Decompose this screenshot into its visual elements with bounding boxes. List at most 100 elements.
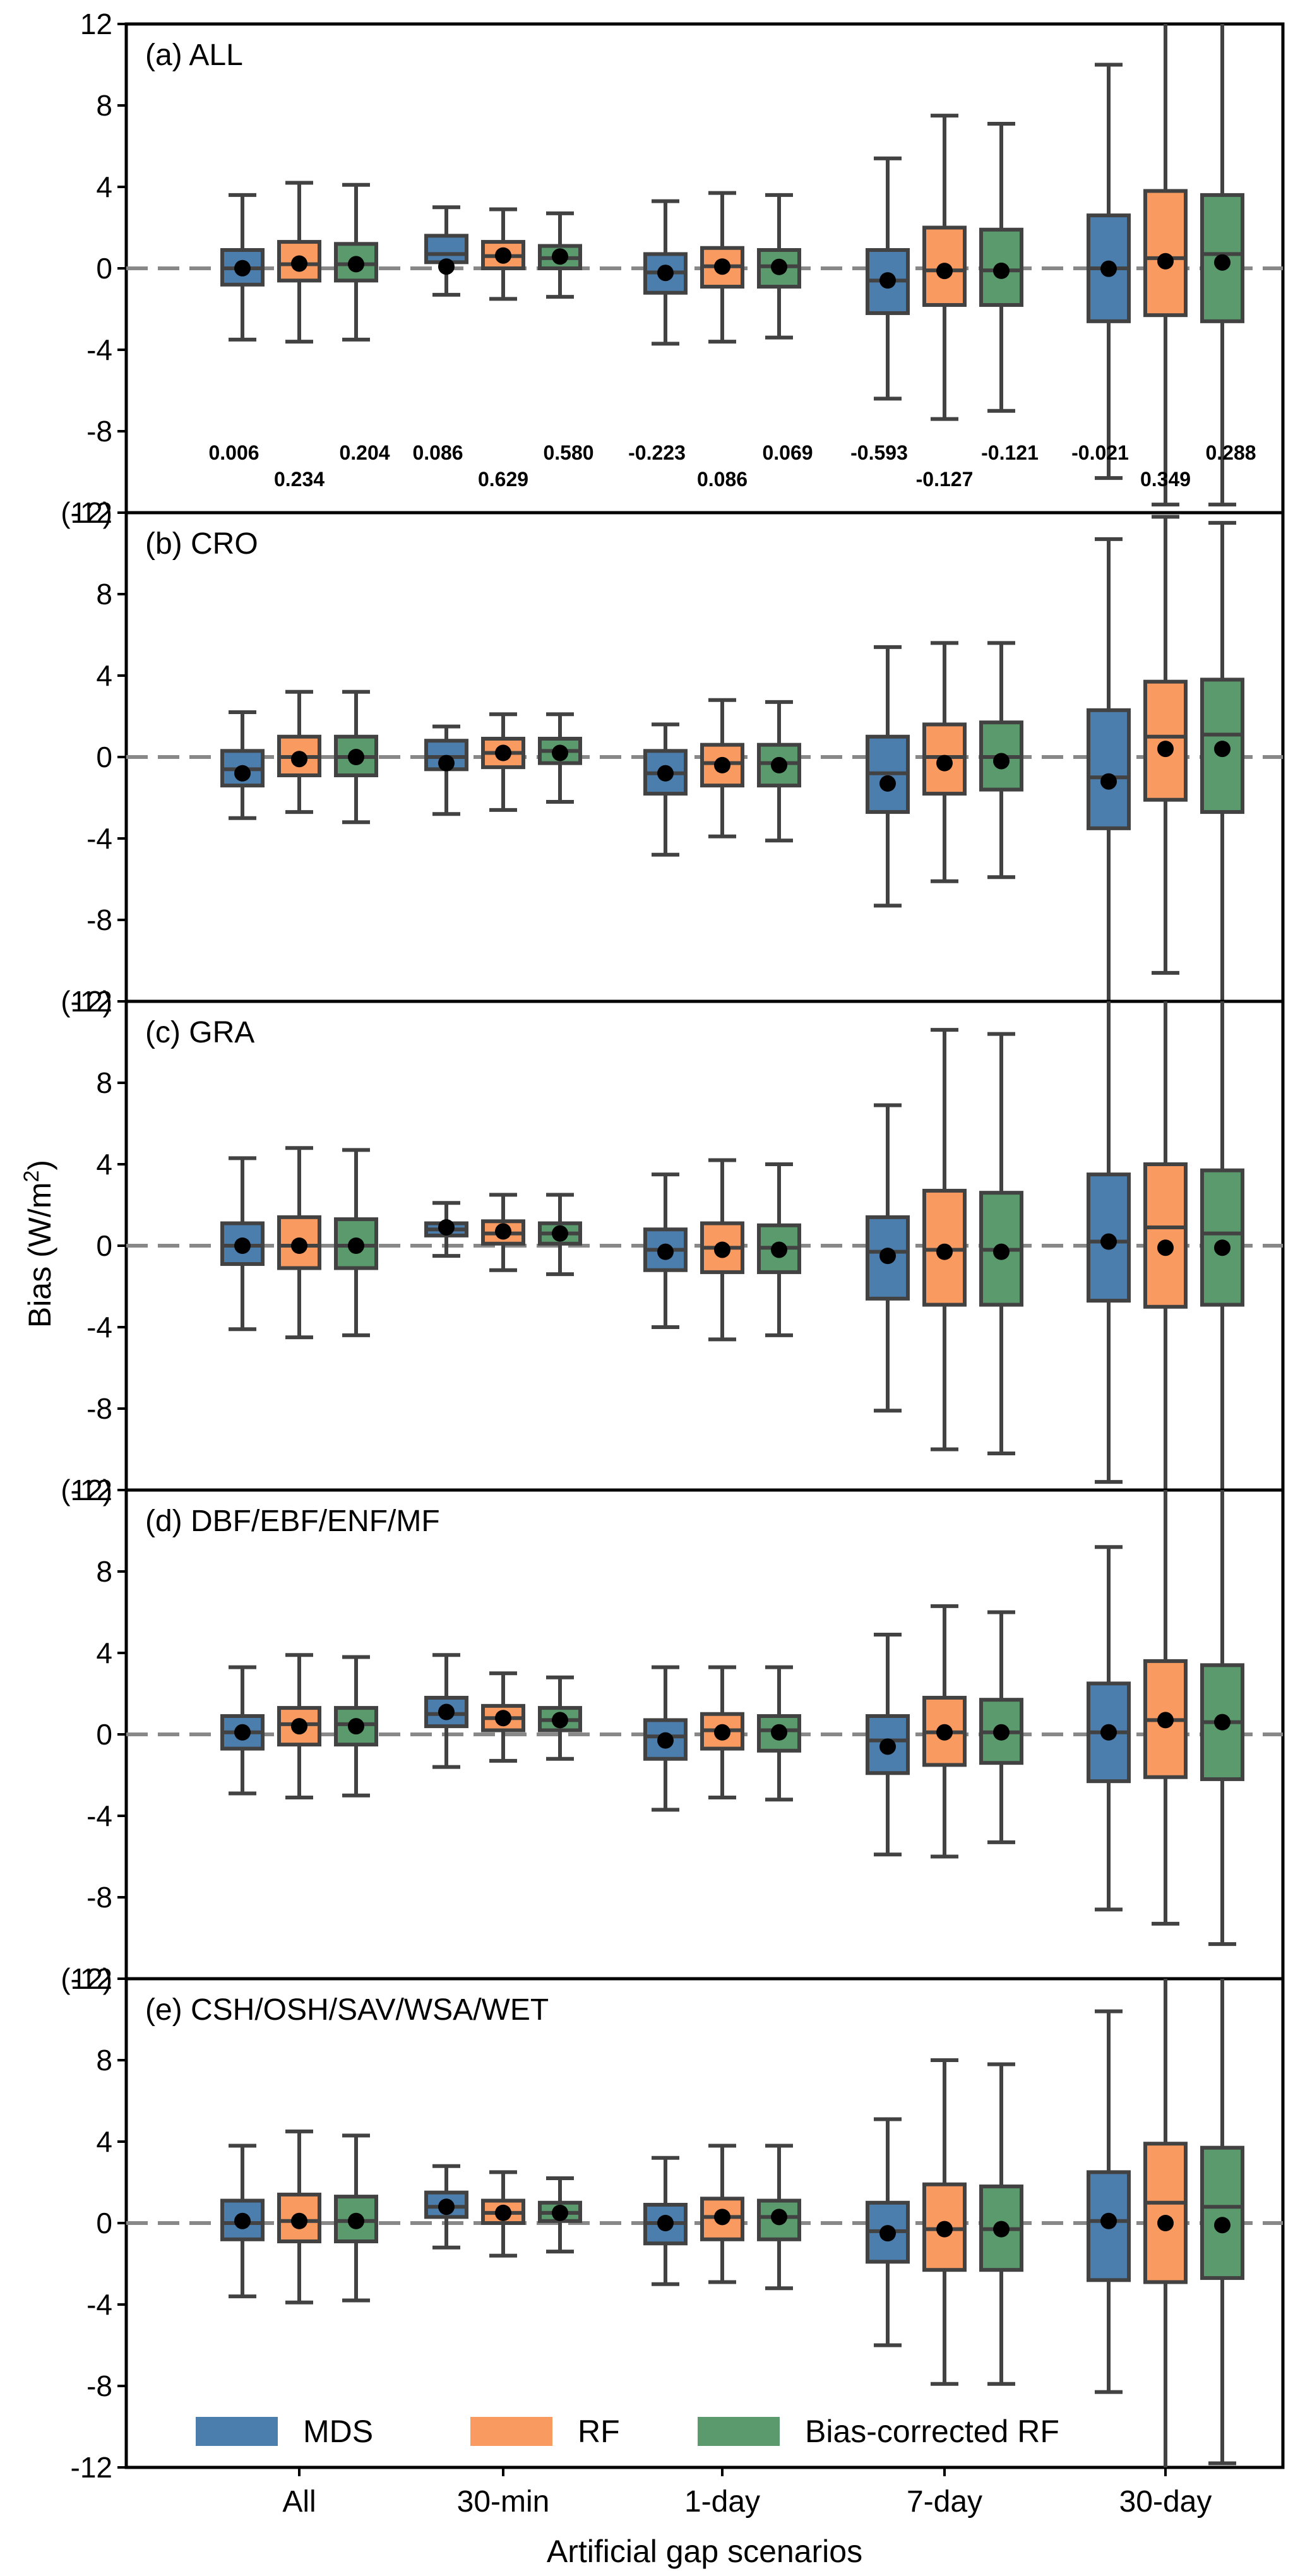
mean-marker-1-4-2 [1214, 741, 1231, 758]
y-tick-label-1-3: 0 [96, 741, 112, 773]
y-tick-label-3-6: (12) [61, 1474, 112, 1506]
mean-marker-0-2-1 [714, 258, 730, 275]
panel-title-4: (e) CSH/OSH/SAV/WSA/WET [145, 1993, 549, 2027]
y-tick-label-1-1: -8 [86, 903, 112, 936]
mean-marker-3-3-0 [879, 1738, 896, 1755]
y-tick-label-3-4: 4 [96, 1637, 112, 1669]
mean-marker-2-0-1 [291, 1237, 307, 1254]
mean-marker-1-1-1 [495, 744, 511, 761]
mean-marker-1-3-2 [993, 753, 1010, 770]
box-4-4-1 [1143, 2142, 1188, 2284]
mean-marker-1-3-1 [936, 754, 953, 772]
mean-label-0-2-2: 0.069 [762, 441, 813, 464]
box-2-3-0 [866, 1215, 910, 1301]
mean-marker-0-4-1 [1157, 253, 1174, 270]
y-tick-label-1-6: (12) [61, 496, 112, 529]
y-tick-label-0-0: -12 [71, 496, 112, 529]
y-tick-label-4-3: 0 [96, 2207, 112, 2239]
mean-marker-3-1-1 [495, 1710, 511, 1727]
mean-label-0-4-0: -0.021 [1071, 441, 1129, 464]
box-2-3-1 [922, 1188, 967, 1307]
y-tick-label-4-1: -8 [86, 2370, 112, 2402]
mean-marker-3-4-0 [1100, 1724, 1117, 1741]
mean-marker-0-2-0 [657, 265, 674, 282]
mean-marker-2-4-2 [1214, 1239, 1231, 1256]
y-tick-label-0-4: 4 [96, 170, 112, 203]
mean-marker-3-0-0 [234, 1724, 251, 1741]
mean-marker-0-2-2 [771, 258, 787, 275]
mean-marker-2-4-0 [1100, 1233, 1117, 1250]
mean-label-0-4-1: 0.349 [1140, 468, 1191, 491]
mean-marker-0-1-2 [552, 248, 568, 265]
x-tick-label-2: 1-day [684, 2485, 760, 2519]
mean-marker-0-0-2 [348, 256, 364, 273]
mean-marker-3-4-1 [1157, 1712, 1174, 1729]
mean-marker-1-1-2 [552, 744, 568, 761]
mean-marker-4-2-2 [771, 2209, 787, 2226]
mean-marker-0-0-1 [291, 255, 307, 272]
mean-marker-3-2-2 [771, 1724, 787, 1741]
mean-marker-4-1-1 [495, 2204, 511, 2221]
y-tick-label-4-2: -4 [86, 2288, 112, 2321]
mean-label-0-2-1: 0.086 [697, 468, 748, 491]
mean-marker-4-1-0 [438, 2198, 455, 2215]
y-tick-label-2-6: (12) [61, 985, 112, 1018]
x-tick-label-3: 7-day [907, 2485, 982, 2519]
mean-marker-3-0-2 [348, 1718, 364, 1735]
mean-marker-4-4-2 [1214, 2217, 1231, 2234]
mean-label-0-1-2: 0.580 [543, 441, 593, 464]
mean-marker-3-1-2 [552, 1712, 568, 1729]
mean-marker-4-3-0 [879, 2225, 896, 2242]
mean-marker-1-2-2 [771, 756, 787, 773]
mean-marker-2-3-0 [879, 1248, 896, 1265]
y-tick-label-2-1: -8 [86, 1392, 112, 1425]
mean-label-0-3-0: -0.593 [850, 441, 908, 464]
y-tick-label-3-3: 0 [96, 1718, 112, 1751]
mean-marker-2-4-1 [1157, 1239, 1174, 1256]
y-tick-label-0-3: 0 [96, 252, 112, 285]
mean-marker-2-1-1 [495, 1223, 511, 1240]
box-1-4-0 [1087, 708, 1131, 830]
panel-title-2: (c) GRA [145, 1016, 254, 1049]
y-tick-label-0-1: -8 [86, 415, 112, 448]
y-tick-label-0-5: 8 [96, 89, 112, 122]
x-axis-label: Artificial gap scenarios [547, 2534, 862, 2569]
mean-marker-3-3-1 [936, 1724, 953, 1741]
mean-marker-1-0-2 [348, 749, 364, 765]
y-axis-label-superscript: 2 [20, 1171, 44, 1183]
mean-marker-3-3-2 [993, 1724, 1010, 1741]
y-tick-label-1-0: -12 [71, 985, 112, 1018]
legend-swatch-2 [698, 2417, 780, 2446]
y-axis-label: Bias (W/m2) [20, 1160, 57, 1328]
mean-marker-4-2-0 [657, 2215, 674, 2231]
mean-marker-2-1-0 [438, 1219, 455, 1236]
mean-marker-4-2-1 [714, 2209, 730, 2226]
mean-marker-4-0-1 [291, 2212, 307, 2229]
mean-marker-4-3-1 [936, 2221, 953, 2238]
mean-marker-0-3-2 [993, 262, 1010, 279]
box-4-4-2 [1200, 2145, 1244, 2281]
mean-label-0-3-1: -0.127 [916, 468, 974, 491]
mean-label-0-0-1: 0.234 [274, 468, 325, 491]
mean-marker-4-0-0 [234, 2212, 251, 2229]
mean-marker-4-1-2 [552, 2204, 568, 2221]
mean-marker-0-3-1 [936, 263, 953, 280]
mean-marker-0-1-0 [438, 258, 455, 275]
mean-marker-4-0-2 [348, 2212, 364, 2229]
mean-marker-1-0-1 [291, 751, 307, 768]
y-tick-label-3-1: -8 [86, 1881, 112, 1914]
y-tick-label-3-2: -4 [86, 1799, 112, 1832]
y-tick-label-2-5: 8 [96, 1066, 112, 1099]
mean-marker-3-4-2 [1214, 1714, 1231, 1731]
x-tick-label-1: 30-min [457, 2485, 550, 2519]
mean-marker-2-2-1 [714, 1241, 730, 1258]
mean-marker-1-0-0 [234, 765, 251, 782]
mean-marker-4-3-2 [993, 2221, 1010, 2238]
box-2-4-1 [1143, 1162, 1188, 1309]
legend-label-0: MDS [303, 2414, 373, 2449]
legend-swatch-0 [196, 2417, 278, 2446]
mean-marker-0-4-0 [1100, 260, 1117, 277]
x-tick-label-4: 30-day [1119, 2485, 1212, 2519]
mean-marker-3-2-1 [714, 1724, 730, 1741]
mean-marker-1-4-0 [1100, 773, 1117, 790]
